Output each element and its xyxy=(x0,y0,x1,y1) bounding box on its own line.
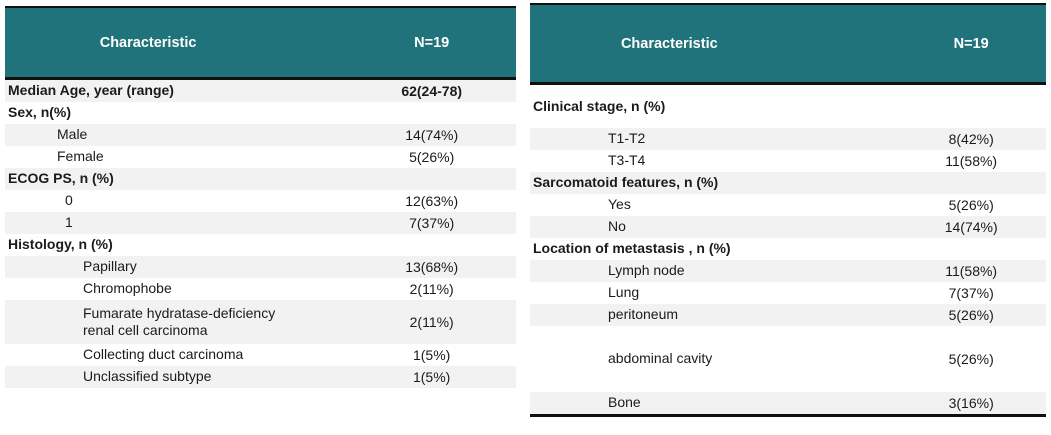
table-row: Bone 3(16%) xyxy=(530,392,1046,417)
table-row: Male 14(74%) xyxy=(5,124,516,146)
row-label: Sarcomatoid features, n (%) xyxy=(533,174,719,191)
row-label: peritoneum xyxy=(608,306,679,323)
row-value: 14(74%) xyxy=(944,219,998,235)
column-header-characteristic: Characteristic xyxy=(620,35,718,52)
table-row: Fumarate hydratase-deficiency renal cell… xyxy=(5,300,516,344)
row-value: 7(37%) xyxy=(409,215,455,231)
table-row: Unclassified subtype 1(5%) xyxy=(5,366,516,388)
table-row: Sex, n(%) xyxy=(5,102,516,124)
row-label: T3-T4 xyxy=(608,152,646,169)
row-value: 14(74%) xyxy=(405,127,459,143)
row-value: 5(26%) xyxy=(948,197,994,213)
row-value: 8(42%) xyxy=(948,131,994,147)
table-row: Histology, n (%) xyxy=(5,234,516,256)
table-row: Yes 5(26%) xyxy=(530,194,1046,216)
row-value: 13(68%) xyxy=(405,259,459,275)
row-value: 11(58%) xyxy=(945,263,998,279)
row-value: 2(11%) xyxy=(409,314,454,330)
row-label: Collecting duct carcinoma xyxy=(83,346,244,363)
row-label: Lung xyxy=(608,284,640,301)
row-label: Unclassified subtype xyxy=(83,368,212,385)
row-label: Location of metastasis , n (%) xyxy=(533,240,731,257)
row-label: Sex, n(%) xyxy=(8,104,72,121)
table-row: 0 12(63%) xyxy=(5,190,516,212)
row-value: 2(11%) xyxy=(409,281,454,297)
table-row: Collecting duct carcinoma 1(5%) xyxy=(5,344,516,366)
row-value: 11(58%) xyxy=(945,153,998,169)
table-row: Lymph node 11(58%) xyxy=(530,260,1046,282)
column-header-n: N=19 xyxy=(953,35,989,52)
row-label: T1-T2 xyxy=(608,130,646,147)
table-row: 1 7(37%) xyxy=(5,212,516,234)
table-header: Characteristic N=19 xyxy=(5,6,516,80)
table-row: Female 5(26%) xyxy=(5,146,516,168)
row-value: 5(26%) xyxy=(948,351,994,367)
row-label: Histology, n (%) xyxy=(8,236,113,253)
row-label: Fumarate hydratase-deficiency renal cell… xyxy=(83,304,276,339)
column-header-n: N=19 xyxy=(414,34,450,51)
table-body: Clinical stage, n (%) T1-T2 8(42%) T3-T4 11(… xyxy=(530,85,1046,417)
row-value: 3(16%) xyxy=(948,395,994,411)
table-row: Lung 7(37%) xyxy=(530,282,1046,304)
row-label: ECOG PS, n (%) xyxy=(8,170,114,187)
table-body: Median Age, year (range) 62(24-78) Sex, n(… xyxy=(5,80,516,388)
row-label: Female xyxy=(57,148,104,165)
row-label: Chromophobe xyxy=(83,280,172,297)
row-value: 62(24-78) xyxy=(401,83,463,99)
row-label: Male xyxy=(57,126,88,143)
table-row: Sarcomatoid features, n (%) xyxy=(530,172,1046,194)
row-value: 5(26%) xyxy=(948,307,994,323)
table-row: No 14(74%) xyxy=(530,216,1046,238)
table-row: T3-T4 11(58%) xyxy=(530,150,1046,172)
row-label: 0 xyxy=(65,192,73,209)
row-label: No xyxy=(608,218,626,235)
table-row: Location of metastasis , n (%) xyxy=(530,238,1046,260)
row-label: Yes xyxy=(608,196,631,213)
table-row: Chromophobe 2(11%) xyxy=(5,278,516,300)
row-label: Papillary xyxy=(83,258,137,275)
baseline-characteristics-table-left: Characteristic N=19 Median Age, year (ra… xyxy=(5,6,516,388)
column-header-characteristic: Characteristic xyxy=(99,34,197,51)
table-row: T1-T2 8(42%) xyxy=(530,128,1046,150)
table-row: Median Age, year (range) 62(24-78) xyxy=(5,80,516,102)
table-row: abdominal cavity 5(26%) xyxy=(530,326,1046,392)
row-label: abdominal cavity xyxy=(608,350,713,367)
row-label: Bone xyxy=(608,394,641,411)
disease-characteristics-table-right: Characteristic N=19 Clinical stage, n (%… xyxy=(530,3,1046,417)
row-value: 12(63%) xyxy=(405,193,459,209)
row-label: Clinical stage, n (%) xyxy=(533,97,666,114)
table-header: Characteristic N=19 xyxy=(530,3,1046,85)
table-row: peritoneum 5(26%) xyxy=(530,304,1046,326)
row-label: 1 xyxy=(65,214,73,231)
row-value: 1(5%) xyxy=(412,369,451,385)
row-label: Median Age, year (range) xyxy=(8,82,174,99)
row-value: 1(5%) xyxy=(412,347,451,363)
row-label: Lymph node xyxy=(608,262,685,279)
row-value: 7(37%) xyxy=(948,285,994,301)
table-row: ECOG PS, n (%) xyxy=(5,168,516,190)
table-row: Papillary 13(68%) xyxy=(5,256,516,278)
table-row: Clinical stage, n (%) xyxy=(530,85,1046,128)
row-value: 5(26%) xyxy=(409,149,455,165)
